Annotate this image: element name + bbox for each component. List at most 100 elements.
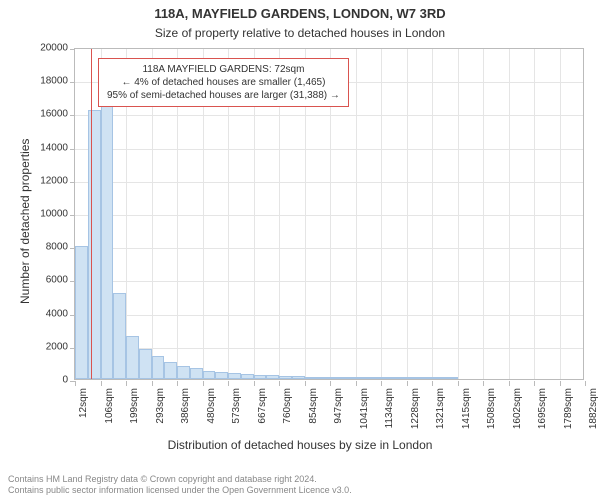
- x-tick: [483, 381, 484, 386]
- grid-line-v: [483, 49, 484, 379]
- annotation-line-2: ← 4% of detached houses are smaller (1,4…: [107, 76, 340, 89]
- grid-line-v: [560, 49, 561, 379]
- x-tick: [279, 381, 280, 386]
- annotation-box: 118A MAYFIELD GARDENS: 72sqm ← 4% of det…: [98, 58, 349, 107]
- histogram-bar: [190, 368, 203, 379]
- histogram-bar: [177, 366, 190, 379]
- histogram-bar: [317, 377, 330, 379]
- histogram-bar: [228, 373, 241, 379]
- histogram-bar: [139, 349, 152, 379]
- histogram-bar: [445, 377, 458, 379]
- x-tick: [101, 381, 102, 386]
- x-tick-label: 760sqm: [282, 388, 293, 424]
- y-tick: [70, 182, 75, 183]
- x-tick-label: 947sqm: [333, 388, 344, 424]
- x-tick-label: 1415sqm: [461, 388, 472, 429]
- x-tick-label: 667sqm: [257, 388, 268, 424]
- y-tick-label: 4000: [32, 308, 68, 319]
- histogram-bar: [101, 89, 114, 380]
- y-tick-label: 0: [32, 375, 68, 386]
- chart-subtitle: Size of property relative to detached ho…: [0, 26, 600, 40]
- x-tick: [381, 381, 382, 386]
- x-tick: [126, 381, 127, 386]
- y-tick-label: 18000: [32, 76, 68, 87]
- histogram-bar: [394, 377, 407, 379]
- chart-container: 118A, MAYFIELD GARDENS, LONDON, W7 3RD S…: [0, 0, 600, 500]
- x-tick-label: 1695sqm: [537, 388, 548, 429]
- x-tick-label: 480sqm: [206, 388, 217, 424]
- x-tick-label: 1228sqm: [410, 388, 421, 429]
- histogram-bar: [241, 374, 254, 379]
- x-tick: [458, 381, 459, 386]
- histogram-bar: [305, 377, 318, 379]
- y-tick: [70, 49, 75, 50]
- histogram-bar: [254, 375, 267, 379]
- marker-line: [91, 49, 92, 379]
- histogram-bar: [343, 377, 356, 379]
- x-tick-label: 386sqm: [180, 388, 191, 424]
- x-tick-label: 293sqm: [155, 388, 166, 424]
- histogram-bar: [356, 377, 369, 379]
- annotation-line-1: 118A MAYFIELD GARDENS: 72sqm: [107, 63, 340, 76]
- y-tick-label: 6000: [32, 275, 68, 286]
- y-tick: [70, 82, 75, 83]
- footer-line-1: Contains HM Land Registry data © Crown c…: [8, 474, 352, 485]
- histogram-bar: [407, 377, 420, 379]
- y-tick-label: 16000: [32, 109, 68, 120]
- grid-line-v: [458, 49, 459, 379]
- histogram-bar: [203, 371, 216, 379]
- x-tick-label: 12sqm: [78, 388, 89, 418]
- histogram-bar: [164, 362, 177, 379]
- x-tick: [75, 381, 76, 386]
- grid-line-v: [509, 49, 510, 379]
- histogram-bar: [381, 377, 394, 379]
- footer-attribution: Contains HM Land Registry data © Crown c…: [8, 474, 352, 497]
- histogram-bar: [266, 375, 279, 379]
- x-tick: [228, 381, 229, 386]
- x-tick: [177, 381, 178, 386]
- annotation-line-3: 95% of semi-detached houses are larger (…: [107, 89, 340, 102]
- footer-line-2: Contains public sector information licen…: [8, 485, 352, 496]
- x-tick: [356, 381, 357, 386]
- x-tick: [254, 381, 255, 386]
- x-tick-label: 1321sqm: [435, 388, 446, 429]
- x-tick-label: 1882sqm: [588, 388, 599, 429]
- x-tick: [203, 381, 204, 386]
- x-tick-label: 1041sqm: [359, 388, 370, 429]
- x-tick: [305, 381, 306, 386]
- x-tick: [509, 381, 510, 386]
- y-tick: [70, 115, 75, 116]
- histogram-bar: [368, 377, 381, 379]
- x-tick: [534, 381, 535, 386]
- y-tick-label: 20000: [32, 43, 68, 54]
- x-tick-label: 199sqm: [129, 388, 140, 424]
- y-tick-label: 12000: [32, 175, 68, 186]
- histogram-bar: [152, 356, 165, 379]
- x-axis-label: Distribution of detached houses by size …: [0, 438, 600, 452]
- y-tick-label: 2000: [32, 341, 68, 352]
- x-tick-label: 1789sqm: [563, 388, 574, 429]
- histogram-bar: [75, 246, 88, 379]
- histogram-bar: [113, 293, 126, 379]
- x-tick-label: 573sqm: [231, 388, 242, 424]
- x-tick: [330, 381, 331, 386]
- histogram-bar: [292, 376, 305, 379]
- grid-line-v: [356, 49, 357, 379]
- histogram-bar: [419, 377, 432, 379]
- x-tick: [152, 381, 153, 386]
- grid-line-v: [407, 49, 408, 379]
- x-tick: [432, 381, 433, 386]
- y-tick: [70, 149, 75, 150]
- x-tick-label: 106sqm: [104, 388, 115, 424]
- x-tick: [560, 381, 561, 386]
- histogram-bar: [215, 372, 228, 379]
- histogram-bar: [279, 376, 292, 379]
- grid-line-v: [432, 49, 433, 379]
- x-tick-label: 1508sqm: [486, 388, 497, 429]
- histogram-bar: [88, 110, 101, 379]
- chart-title: 118A, MAYFIELD GARDENS, LONDON, W7 3RD: [0, 6, 600, 21]
- y-axis-label: Number of detached properties: [18, 139, 32, 304]
- x-tick: [407, 381, 408, 386]
- grid-line-v: [534, 49, 535, 379]
- histogram-bar: [126, 336, 139, 379]
